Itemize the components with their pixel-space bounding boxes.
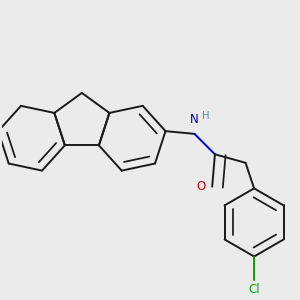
Text: N: N <box>190 113 199 127</box>
Text: Cl: Cl <box>248 283 260 296</box>
Text: O: O <box>196 180 206 193</box>
Text: H: H <box>202 110 209 121</box>
